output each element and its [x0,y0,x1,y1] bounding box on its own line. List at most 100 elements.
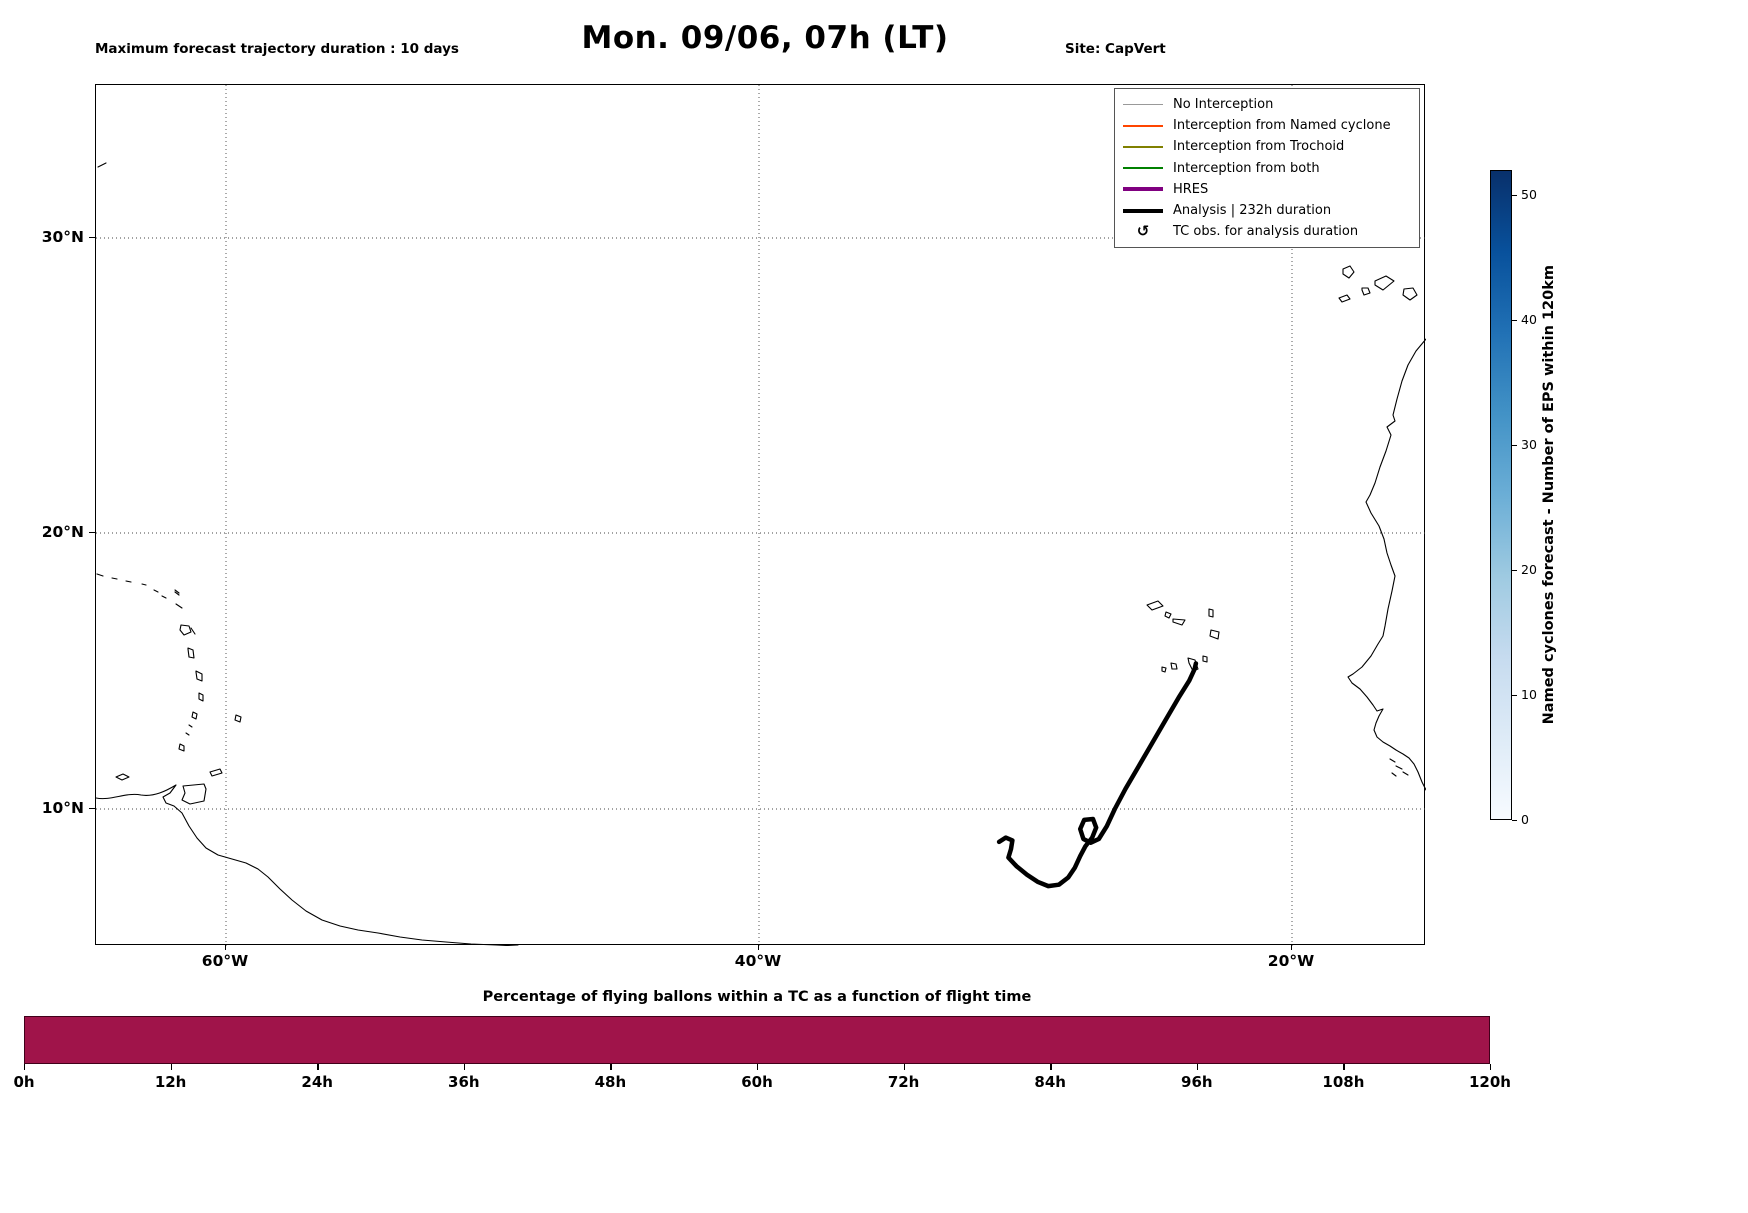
bottom-tick-label: 24h [301,1073,333,1091]
x-tick-mark [1291,945,1293,950]
colorbar-tick-mark [1512,445,1517,447]
legend-item: ↺ TC obs. for analysis duration [1123,221,1411,242]
colorbar-label-text: Named cyclones forecast - Number of EPS … [1541,265,1557,725]
colorbar-tick-label: 0 [1521,812,1529,827]
x-tick-mark [225,945,227,950]
coastline-capeverde-fogo [1170,662,1178,670]
legend-line-sample [1123,208,1163,213]
bottom-tick-mark [463,1064,466,1070]
bottom-tick-mark [757,1064,759,1070]
bottom-tick-label: 0h [13,1073,35,1091]
bottom-tick-mark [903,1064,905,1070]
bottom-tick-mark [1343,1064,1345,1070]
colorbar-tick-label: 50 [1521,187,1537,202]
coastline-guadeloupe [179,624,196,636]
bottom-tick-mark [170,1064,172,1070]
bottom-chart-x-axis: 0h 12h 24h 36h 48h 60h 72h 84h 96h 108h 120h [0,1064,1748,1104]
legend-label: HRES [1173,181,1209,197]
bottom-tick-label: 84h [1034,1073,1066,1091]
coastline-canary-la-gomera [1361,287,1371,296]
bottom-tick-label: 96h [1181,1073,1213,1091]
tc-obs-marker-icon: ↺ [1136,222,1150,241]
coastline-capeverde-sal [1208,608,1214,618]
x-tick-mark [758,945,760,950]
coastline-margarita [115,773,130,781]
figure-title: Mon. 09/06, 07h (LT) [581,20,949,56]
legend-line-swatch [1123,103,1163,106]
coastline-capeverde-brava [1161,666,1167,673]
map-x-axis: 60°W 40°W 20°W [95,945,1425,979]
legend-item: Interception from Trochoid [1123,136,1411,157]
y-tick-mark [89,808,95,810]
coastline-tobago [209,768,223,777]
coastline-st-vincent [185,711,198,736]
coastline-st-lucia [198,692,204,702]
coastline-canary-el-hierro [1338,294,1351,303]
legend-line-swatch [1123,187,1163,192]
colorbar-label: Named cyclones forecast - Number of EPS … [1534,170,1564,820]
colorbar-tick-mark [1512,195,1517,197]
y-tick-label: 30°N [41,228,84,246]
bottom-tick-mark [1196,1064,1199,1070]
bottom-tick-label: 108h [1322,1073,1365,1091]
legend-line-sample [1123,124,1163,127]
coastline-capeverde-sao-vicente [1164,611,1172,619]
coastline-canary-gran-canaria [1402,287,1418,301]
colorbar-tick-mark [1512,320,1517,322]
legend-item: Analysis | 232h duration [1123,200,1411,221]
coastline-capeverde-santo-antao [1146,600,1164,611]
bottom-tick-label: 48h [594,1073,627,1091]
colorbar-tick-label: 20 [1521,562,1537,577]
legend-label: Interception from Trochoid [1173,139,1345,155]
legend-item: No Interception [1123,94,1411,115]
coastline-antigua-barbuda [174,589,183,609]
legend-line-sample [1123,187,1163,192]
bottom-tick-mark [1490,1064,1492,1070]
y-tick-mark [89,532,95,534]
x-tick-label: 20°W [1267,952,1315,970]
colorbar [1490,170,1512,820]
bottom-tick-label: 60h [741,1073,773,1091]
colorbar-tick-mark [1512,695,1517,697]
coastline-south-america [96,784,519,946]
x-tick-label: 60°W [201,952,249,970]
coastline-virgin-islands [96,573,180,599]
bottom-tick-label: 12h [154,1073,187,1091]
colorbar-tick-label: 10 [1521,687,1537,702]
legend-line-sample [1123,145,1163,148]
coastline-bijagos-islands [1389,758,1409,777]
coastline-capeverde-maio [1202,655,1208,663]
colorbar-tick-label: 30 [1521,437,1537,452]
bottom-tick-mark [24,1064,26,1070]
coastline-barbados [234,714,242,723]
coastline-canary-tenerife [1374,275,1395,291]
x-tick-label: 40°W [734,952,782,970]
balloon-percentage-bar [24,1016,1490,1064]
y-tick-label: 20°N [41,523,84,541]
legend-line-swatch [1123,167,1163,170]
forecast-param-line: Maximum forecast trajectory duration : 1… [95,40,459,57]
legend-line-swatch [1123,124,1163,127]
coastline-canary-la-palma [1342,265,1355,279]
legend-line-swatch [1123,208,1163,213]
map-legend: No Interception Interception from Named c… [1114,88,1420,249]
site-info-line: Site: CapVert [1065,40,1166,57]
legend-label: Analysis | 232h duration [1173,203,1332,219]
colorbar-ticks: 0 10 20 30 40 50 [1490,170,1560,827]
coastline-capeverde-boa-vista [1209,629,1220,640]
colorbar-tick-mark [1512,570,1517,572]
map-panel: No Interception Interception from Named c… [95,84,1426,946]
coastline-capeverde-sao-nicolau [1172,618,1186,626]
legend-line-sample [1123,167,1163,170]
coastline-bermuda [97,162,107,168]
legend-line-swatch [1123,145,1163,148]
bottom-tick-label: 36h [448,1073,480,1091]
coastlines [96,162,1426,946]
legend-line-sample [1123,103,1163,106]
bottom-tick-mark [610,1064,612,1070]
colorbar-tick-label: 40 [1521,312,1537,327]
map-y-axis: 30°N 20°N 10°N [0,84,95,945]
y-tick-mark [89,237,95,239]
coastline-martinique [195,670,203,682]
legend-label: No Interception [1173,97,1274,113]
